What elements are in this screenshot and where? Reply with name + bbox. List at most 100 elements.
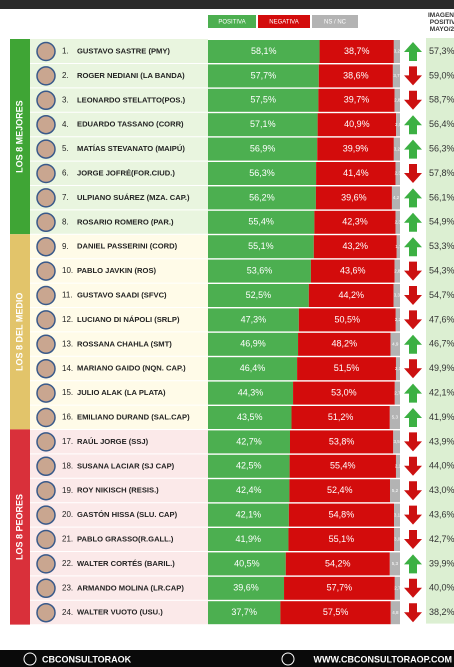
photo: [36, 163, 56, 184]
bar-segment: [391, 186, 400, 210]
bar-segment: [208, 259, 311, 283]
bar-segment: [396, 113, 400, 137]
rank: 5.: [62, 144, 69, 153]
bar-segment: [208, 88, 319, 112]
previous-value: 39,9%: [429, 558, 454, 568]
nsnc-label: 5,3: [392, 561, 399, 566]
arrow-down: [404, 66, 422, 86]
bar-segment: [291, 406, 390, 429]
legend-label: NS / NC: [324, 20, 347, 26]
name: GUSTAVO SAADI (SFVC): [77, 291, 167, 300]
bar-segment: [208, 235, 314, 259]
bar-segment: [208, 357, 298, 381]
bar-segment: [208, 186, 316, 210]
arrow-up: [404, 554, 422, 574]
arrow-up: [404, 383, 422, 403]
name: GASTÓN HISSA (SLU. CAP): [77, 510, 178, 519]
previous-value: 58,7%: [429, 95, 454, 105]
photo: [36, 554, 56, 574]
name: PABLO JAVKIN (ROS): [77, 266, 157, 275]
rank: 2.: [62, 71, 69, 80]
photo: [36, 41, 56, 62]
bar-segment: [208, 308, 299, 332]
nsnc-label: 2,3: [395, 219, 402, 224]
value-label: 40,9%: [344, 119, 370, 129]
bar-segment: [289, 430, 394, 454]
value-label: 53,6%: [247, 265, 273, 275]
bar-segment: [389, 406, 400, 429]
rank: 24.: [62, 608, 73, 617]
bar-segment: [208, 162, 317, 185]
rank: 20.: [62, 510, 73, 519]
previous-value: 53,3%: [429, 241, 454, 251]
legend-label: NEGATIVA: [269, 20, 298, 26]
rank: 16.: [62, 413, 73, 422]
arrow-down: [404, 578, 422, 598]
previous-value: 40,0%: [429, 583, 454, 593]
value-label: 39,6%: [341, 192, 367, 202]
photo: [36, 480, 56, 501]
value-label: 53,8%: [329, 436, 355, 446]
value-label: 54,8%: [329, 509, 355, 519]
previous-value: 41,9%: [429, 412, 454, 422]
name: LEONARDO STELATTO(POS.): [77, 95, 186, 104]
nsnc-label: 3,1: [394, 512, 401, 517]
photo: [36, 505, 56, 525]
nsnc-label: 4,9: [392, 341, 399, 346]
legend-swatch: [312, 15, 358, 28]
arrow-down: [404, 359, 422, 379]
name: EMILIANO DURAND (SAL.CAP): [77, 413, 190, 422]
rank: 8.: [62, 217, 69, 226]
value-label: 42,4%: [236, 485, 262, 495]
photo: [36, 358, 56, 379]
name: EDUARDO TASSANO (CORR): [77, 120, 184, 129]
name: ULPIANO SUÁREZ (MZA. CAP.): [77, 193, 190, 202]
value-label: 48,2%: [332, 339, 358, 349]
arrow-down: [404, 261, 422, 281]
photo: [36, 236, 56, 257]
bar-segment: [317, 137, 394, 161]
bar-segment: [313, 235, 397, 259]
nsnc-label: 2,7: [394, 585, 401, 590]
previous-value: 47,6%: [429, 314, 454, 324]
nsnc-label: 2,1: [395, 366, 402, 371]
name: WALTER CORTÉS (BARIL.): [77, 559, 175, 568]
bar-segment: [208, 381, 294, 405]
value-label: 56,3%: [249, 168, 275, 178]
bar-segment: [208, 113, 318, 137]
bar-segment: [395, 162, 400, 185]
bar-segment: [208, 284, 309, 307]
name: MATÍAS STEVANATO (MAIPÚ): [77, 144, 185, 153]
name: ROGER NEDIANI (LA BANDA): [77, 71, 185, 80]
bar-segment: [395, 210, 400, 234]
nsnc-label: 2,1: [395, 463, 402, 468]
name: DANIEL PASSERINI (CORD): [77, 242, 178, 251]
bar-segment: [208, 552, 286, 576]
nsnc-label: 2,3: [395, 171, 402, 176]
name: PABLO GRASSO(R.GALL.): [77, 535, 174, 544]
arrow-up: [404, 139, 422, 159]
bar-segment: [208, 40, 320, 63]
previous-value: 42,1%: [429, 387, 454, 397]
arrow-up: [404, 408, 422, 427]
previous-value: 57,3%: [429, 46, 454, 56]
value-label: 58,1%: [251, 46, 277, 56]
group-label: LOS 8 MEJORES: [14, 100, 24, 173]
previous-value: 57,8%: [429, 168, 454, 178]
value-label: 46,9%: [240, 339, 266, 349]
arrow-down: [404, 90, 422, 110]
photo: [36, 212, 56, 233]
nsnc-label: 2,0: [395, 122, 402, 127]
photo: [36, 432, 56, 452]
legend-label: POSITIVA: [218, 20, 245, 26]
photo: [36, 529, 56, 550]
value-label: 39,7%: [344, 95, 370, 105]
rank: 18.: [62, 461, 73, 470]
bar-segment: [208, 406, 292, 429]
rank: 13.: [62, 339, 73, 348]
arrow-up: [404, 237, 422, 257]
bar-segment: [390, 332, 400, 356]
name: ROY NIKISCH (RESIS.): [77, 486, 159, 495]
bar-segment: [394, 88, 400, 112]
